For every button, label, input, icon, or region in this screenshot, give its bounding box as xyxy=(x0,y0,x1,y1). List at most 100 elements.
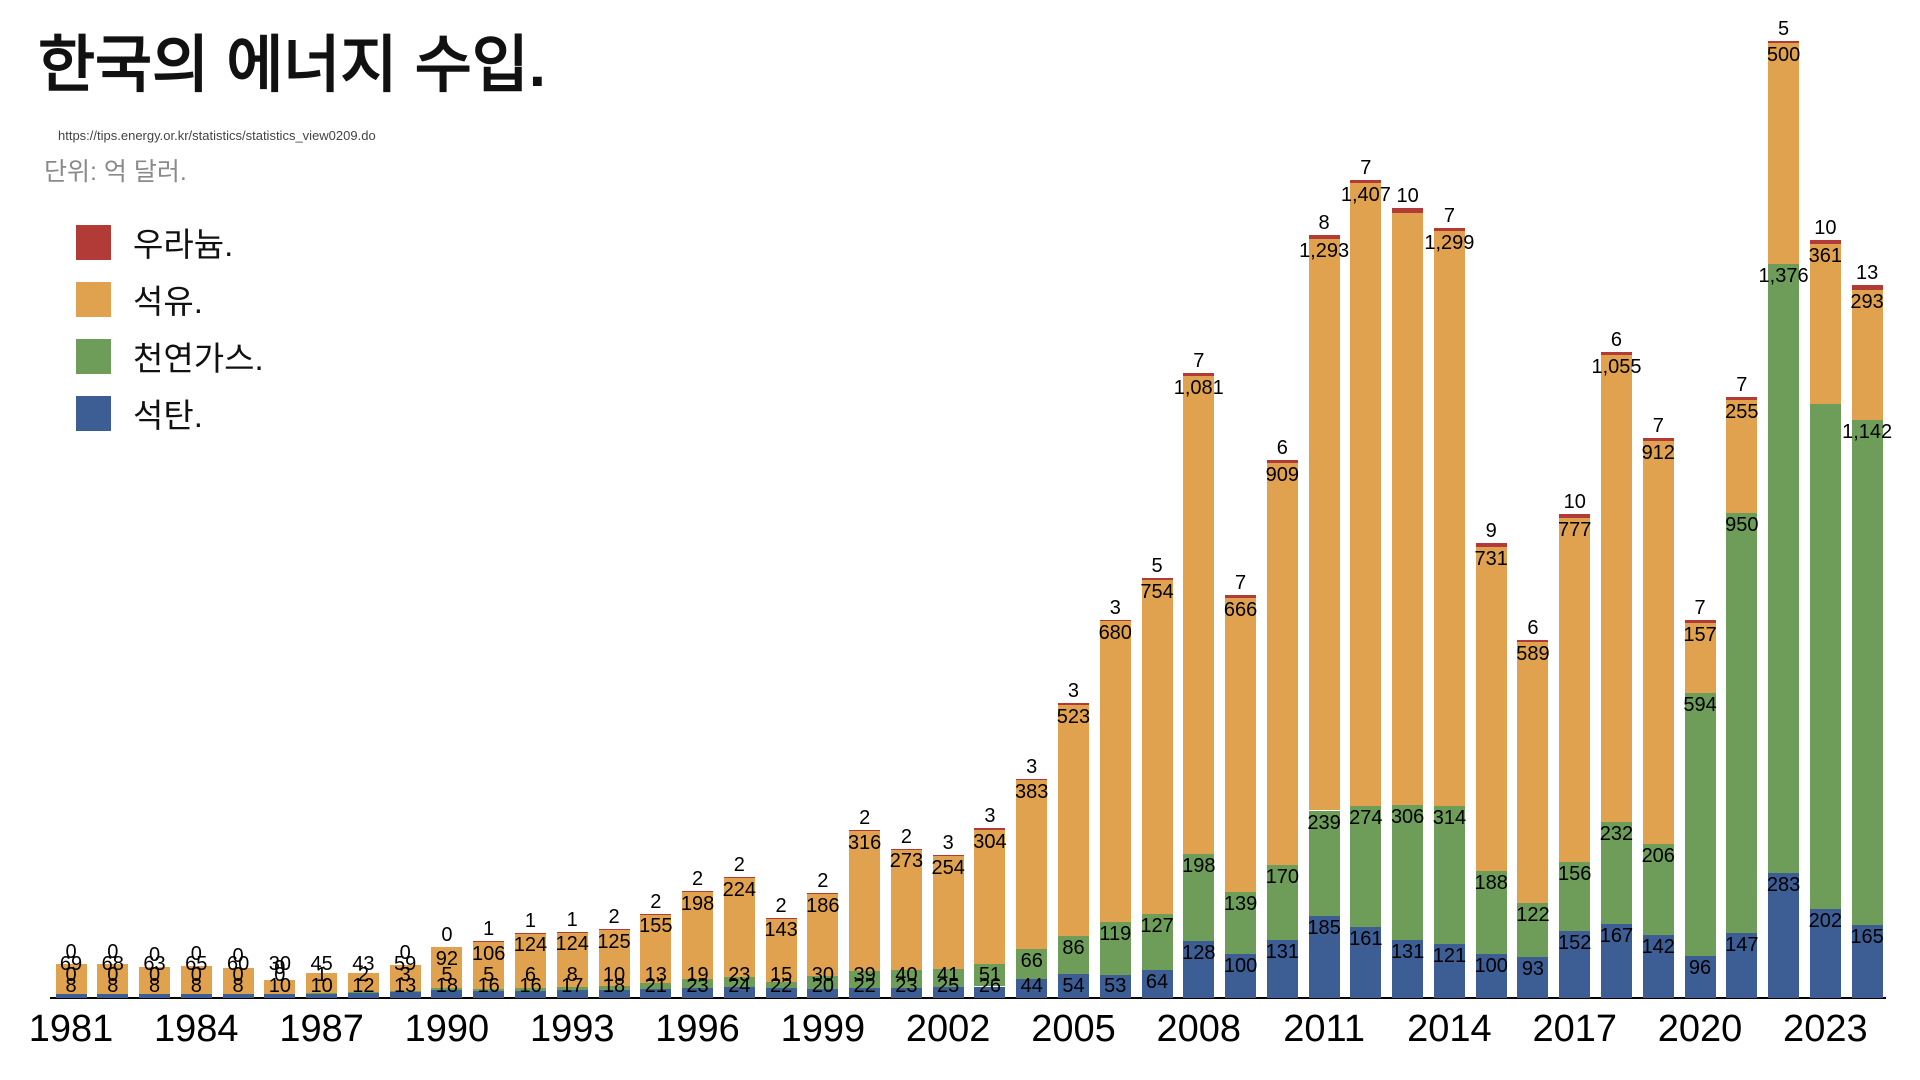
bar-segment-coal-2011 xyxy=(1308,916,1340,998)
chart-title: 한국의 에너지 수입. xyxy=(38,31,546,100)
bar-segment-uranium-1992 xyxy=(514,932,546,934)
bar-segment-uranium-2022 xyxy=(1768,41,1800,44)
bar-segment-uranium-1995 xyxy=(640,913,672,915)
value-label-coal-2006: 53 xyxy=(1104,975,1127,997)
bar-segment-oil-1985 xyxy=(222,967,254,995)
bar-segment-oil-1986 xyxy=(264,980,296,994)
value-label-oil-1991: 106 xyxy=(472,942,506,965)
value-label-coal-1981: 8 xyxy=(65,975,77,997)
value-label-gas-1994: 10 xyxy=(602,964,626,986)
value-label-gas-1996: 19 xyxy=(686,964,709,986)
value-label-oil-2016: 589 xyxy=(1516,643,1550,666)
bar-segment-oil-2012 xyxy=(1350,183,1382,806)
bar-segment-gas-1997 xyxy=(723,977,755,988)
value-label-coal-2014: 121 xyxy=(1432,945,1467,968)
bar-segment-gas-2013 xyxy=(1392,804,1424,941)
value-label-coal-2004: 44 xyxy=(1020,975,1043,997)
x-tick-2023: 2023 xyxy=(1783,1008,1868,1050)
value-label-coal-1996: 23 xyxy=(686,975,709,997)
bar-segment-oil-1999 xyxy=(807,893,839,976)
bar-segment-gas-1989 xyxy=(389,990,421,993)
bar-segment-uranium-1998 xyxy=(765,917,797,919)
x-tick-2017: 2017 xyxy=(1532,1008,1617,1050)
bar-segment-oil-1984 xyxy=(180,965,212,995)
bar-segment-oil-2001 xyxy=(890,849,922,971)
value-label-oil-2012: 1,407 xyxy=(1340,184,1391,207)
value-label-oil-2010: 909 xyxy=(1265,463,1300,486)
value-label-gas-2009: 139 xyxy=(1223,893,1258,916)
bar-segment-oil-1998 xyxy=(765,918,797,982)
bar-segment-coal-2012 xyxy=(1350,926,1382,998)
bar-segment-gas-2002 xyxy=(932,968,964,987)
bar-segment-coal-1982 xyxy=(97,994,129,998)
value-label-coal-1990: 18 xyxy=(435,975,459,997)
bar-segment-gas-2000 xyxy=(849,971,881,989)
bar-segment-coal-2023 xyxy=(1809,908,1841,998)
value-label-uranium-1986: 0 xyxy=(274,957,286,980)
bar-segment-oil-2008 xyxy=(1183,375,1215,854)
value-label-oil-1981: 69 xyxy=(59,953,83,975)
value-label-coal-1986: 10 xyxy=(268,975,291,997)
bar-segment-coal-1999 xyxy=(807,989,839,998)
value-label-uranium-1990: 0 xyxy=(441,924,453,947)
value-label-oil-2005: 523 xyxy=(1056,705,1091,728)
value-label-coal-1998: 22 xyxy=(769,975,793,997)
bar-segment-gas-1993 xyxy=(556,986,588,991)
value-label-uranium-2005: 3 xyxy=(1067,680,1080,703)
value-label-coal-2008: 128 xyxy=(1182,942,1216,965)
value-label-coal-2023: 202 xyxy=(1808,909,1843,932)
x-tick-1996: 1996 xyxy=(655,1008,740,1050)
value-label-coal-2022: 283 xyxy=(1766,873,1801,896)
value-label-gas-1985: 0 xyxy=(232,964,244,986)
source-url: https://tips.energy.or.kr/statistics/sta… xyxy=(58,128,376,143)
value-label-oil-2018: 1,055 xyxy=(1591,356,1642,379)
value-label-coal-2002: 25 xyxy=(937,975,960,997)
value-label-uranium-1982: 0 xyxy=(107,941,119,964)
bar-segment-gas-2010 xyxy=(1266,864,1298,941)
bar-segment-coal-1990 xyxy=(431,990,463,998)
bar-segment-gas-2009 xyxy=(1225,892,1257,954)
value-label-uranium-1994: 2 xyxy=(608,906,620,929)
value-label-gas-2014: 314 xyxy=(1432,806,1467,829)
value-label-uranium-2001: 2 xyxy=(900,825,912,848)
legend-swatch-icon xyxy=(76,281,111,317)
value-label-coal-2012: 161 xyxy=(1349,927,1383,950)
bar-segment-oil-1981 xyxy=(55,963,87,995)
bar-segment-oil-2021 xyxy=(1726,400,1758,513)
value-label-oil-2020: 157 xyxy=(1683,624,1717,647)
bar-segment-gas-1991 xyxy=(473,988,505,991)
x-tick-2011: 2011 xyxy=(1283,1008,1365,1050)
value-label-oil-1983: 63 xyxy=(143,953,166,975)
bar-segment-coal-2020 xyxy=(1684,955,1716,998)
bar-segment-oil-1991 xyxy=(473,941,505,989)
bar-segment-coal-1993 xyxy=(556,990,588,998)
value-label-oil-1986: 30 xyxy=(268,953,291,975)
value-label-gas-2016: 122 xyxy=(1516,903,1550,926)
value-label-uranium-2024: 13 xyxy=(1855,261,1879,284)
value-label-oil-2015: 731 xyxy=(1474,548,1508,571)
bar-segment-oil-1987 xyxy=(306,973,338,994)
value-label-oil-2000: 316 xyxy=(847,832,882,855)
bar-segment-uranium-1996 xyxy=(682,890,714,892)
value-label-uranium-2020: 7 xyxy=(1694,597,1706,620)
bar-segment-uranium-2024 xyxy=(1851,284,1883,291)
bar-segment-coal-1997 xyxy=(723,987,755,998)
value-label-uranium-2014: 7 xyxy=(1443,205,1455,228)
x-tick-1981: 1981 xyxy=(28,1008,114,1050)
value-label-oil-1993: 124 xyxy=(555,933,589,956)
x-tick-1987: 1987 xyxy=(279,1008,364,1050)
value-label-gas-2011: 239 xyxy=(1307,811,1341,834)
bar-segment-gas-2001 xyxy=(890,970,922,988)
bar-segment-uranium-1999 xyxy=(807,892,839,894)
bar-segment-gas-2006 xyxy=(1099,921,1131,975)
value-label-gas-1986: 0 xyxy=(274,964,286,986)
bar-segment-coal-2016 xyxy=(1517,956,1549,998)
value-label-uranium-2010: 6 xyxy=(1276,437,1288,460)
bar-segment-oil-2007 xyxy=(1141,580,1173,914)
value-label-oil-1990: 92 xyxy=(435,948,459,971)
value-label-gas-2002: 41 xyxy=(937,964,960,986)
legend-swatch-icon xyxy=(76,224,111,260)
bar-segment-coal-2013 xyxy=(1392,940,1424,998)
value-label-gas-1981: 0 xyxy=(65,964,77,986)
value-label-uranium-2015: 9 xyxy=(1485,520,1497,543)
